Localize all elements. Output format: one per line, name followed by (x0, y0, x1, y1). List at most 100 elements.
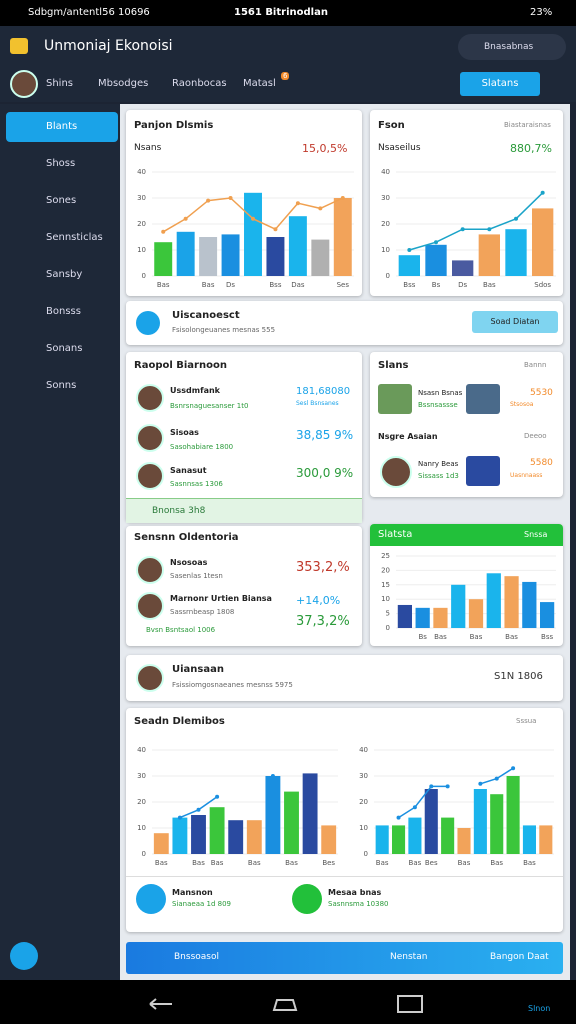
strip-button[interactable]: Soad Diatan (472, 311, 558, 333)
strip-sub: Fsissiomgosnaeanes mesnss 5975 (172, 681, 293, 689)
x-tick-label: Bas (483, 281, 496, 289)
row-name: Ussdmfank (170, 386, 220, 395)
banner-right: Bangon Daat (490, 952, 549, 962)
foot-sub: Sasnnsma 10380 (328, 900, 389, 908)
x-tick-label: Bas (192, 859, 205, 867)
line (409, 192, 544, 251)
bar (486, 573, 501, 628)
sidebar-item[interactable]: Sansby (46, 269, 83, 280)
line-point (206, 198, 211, 203)
footer-text: Bnonsa 3h8 (152, 506, 206, 516)
chart: 0 5 10 15 20 25 Bs Bas Bas Bas Bss (381, 552, 556, 641)
row-value: +14,0% (296, 594, 341, 607)
sidebar-item[interactable]: Shoss (46, 158, 76, 169)
tab[interactable]: Mbsodges (98, 78, 149, 89)
y-tick-label: 40 (381, 168, 390, 176)
tab[interactable]: Raonbocas (172, 78, 227, 89)
line-point (511, 766, 516, 771)
y-tick-label: 40 (359, 746, 368, 754)
line-point (540, 190, 545, 195)
avatar (380, 456, 412, 488)
badge: Snssa (524, 530, 548, 539)
avatar (136, 556, 164, 584)
badge: Bannn (524, 361, 547, 369)
row-sub: Sasenlas 1tesn (170, 572, 223, 580)
sidebar-item[interactable]: Sonns (46, 380, 77, 391)
line-point (183, 216, 188, 221)
row-value: 38,85 9% (296, 428, 354, 442)
row-note: Bvsn Bsntsaol 1006 (146, 626, 216, 634)
x-tick-label: Bas (470, 633, 483, 641)
avatar (136, 424, 164, 452)
avatar (10, 70, 38, 98)
info-strip: Uiansaan Fsissiomgosnaeanes mesnss 5975 … (126, 655, 563, 701)
bar (244, 192, 262, 276)
line-point (196, 807, 201, 812)
sidebar-item[interactable]: Sennsticlas (46, 232, 103, 243)
tab-badge: 6 (281, 72, 290, 80)
bar (433, 607, 448, 628)
sidebar-item[interactable]: Sonans (46, 343, 83, 354)
y-tick-label: 10 (381, 246, 390, 254)
fab[interactable] (10, 942, 38, 970)
tab[interactable]: Shins (46, 78, 74, 89)
sidebar-item[interactable]: Bonsss (46, 306, 81, 317)
bar (478, 234, 500, 276)
line-point (215, 794, 220, 799)
x-tick-label: Bas (285, 859, 298, 867)
line-point (161, 229, 166, 234)
x-tick-label: Bas (434, 633, 447, 641)
x-tick-label: Ses (337, 281, 350, 289)
y-tick-label: 10 (137, 246, 146, 254)
card: Slatsta Snssa 0 5 10 15 20 25 Bs Bas Bas Bas Bss (370, 524, 563, 646)
badge: Deeoo (524, 432, 547, 440)
label: Nsans (134, 143, 162, 153)
value: 15,0,5% (302, 142, 348, 155)
card-title: Seadn Dlemibos (134, 716, 225, 727)
bar (265, 776, 281, 854)
x-tick-label: Bs (432, 281, 441, 289)
card-footer: Bnonsa 3h8 (126, 498, 362, 523)
card: Slans Bannn Nsasn Bsnas Bssnsassse 5530 … (370, 352, 563, 497)
card-title: Panjon Dlsmis (134, 120, 214, 131)
sidebar-item[interactable]: Blants (6, 112, 118, 142)
x-tick-label: Bas (490, 859, 503, 867)
sidebar-item[interactable]: Sones (46, 195, 77, 206)
x-tick-label: Bas (458, 859, 471, 867)
bar (172, 817, 188, 854)
bar (490, 794, 504, 854)
y-tick-label: 40 (137, 168, 146, 176)
card: Fson Biastaraisnas Nsaseilus 880,7% 0 10 2… (370, 110, 563, 296)
y-tick-label: 10 (381, 595, 390, 603)
search-box[interactable]: Bnasabnas (458, 34, 566, 60)
bottom-banner[interactable]: Bnssoasol Nenstan Bangon Daat (126, 942, 563, 974)
action-button[interactable]: Slatans (460, 72, 540, 96)
bar (199, 237, 218, 276)
x-tick-label: Bs (418, 633, 427, 641)
row-value: 5580 (530, 458, 553, 468)
row-sub: Bssnsassse (418, 401, 458, 409)
card-header: Slatsta Snssa (370, 524, 563, 546)
logo (10, 38, 28, 54)
y-tick-label: 20 (359, 798, 368, 806)
line-point (445, 784, 450, 789)
bar (392, 825, 406, 854)
line-point (251, 216, 255, 221)
bar (540, 602, 555, 628)
bar (532, 208, 554, 276)
row-sub: Bsnrsnaguesanser 1t0 (170, 402, 249, 410)
bar (505, 229, 527, 276)
bar (457, 828, 471, 854)
x-tick-label: Bss (541, 633, 553, 641)
bar (191, 815, 206, 854)
line-point (460, 227, 465, 232)
tab[interactable]: Matasl (243, 78, 276, 89)
thumbnail (466, 456, 500, 486)
badge: Sssua (516, 717, 537, 725)
info-strip: Uiscanoesct Fsisolongeuanes mesnas 555 S… (126, 301, 563, 345)
avatar (136, 462, 164, 490)
badge: Biastaraisnas (504, 121, 551, 129)
y-tick-label: 20 (381, 566, 390, 574)
bar (424, 789, 438, 854)
y-tick-label: 0 (364, 850, 368, 858)
